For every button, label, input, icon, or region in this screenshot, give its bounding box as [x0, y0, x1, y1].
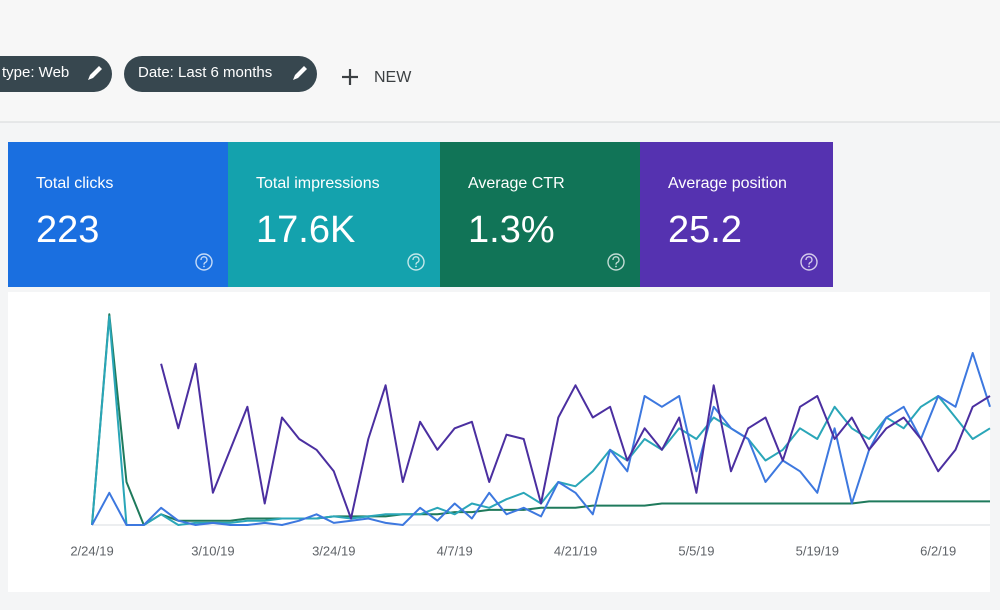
- filter-chip[interactable]: Date: Last 6 months: [124, 56, 317, 92]
- series-line: [160, 362, 991, 520]
- help-icon-glyph: [412, 256, 420, 265]
- x-tick-label: 3/24/19: [312, 543, 355, 558]
- help-icon: [407, 253, 425, 271]
- new-button[interactable]: NEW: [374, 69, 412, 86]
- x-tick-label: 2/24/19: [70, 543, 113, 558]
- x-tick-label: 4/7/19: [437, 543, 473, 558]
- edit-icon: [88, 66, 102, 80]
- card-background: [440, 142, 640, 287]
- card-value: 17.6K: [256, 209, 355, 251]
- help-icon-dot: [415, 265, 417, 268]
- help-icon: [607, 253, 625, 271]
- card-value: 1.3%: [468, 209, 555, 251]
- card-label: Average CTR: [468, 175, 565, 192]
- metric-card[interactable]: Total clicks 223: [8, 142, 228, 287]
- plus-icon: [342, 69, 358, 85]
- chip-label: Date: Last 6 months: [138, 64, 272, 81]
- help-icon-dot: [615, 265, 617, 268]
- help-icon-dot: [808, 265, 810, 268]
- edit-icon: [293, 66, 307, 80]
- chart-panel: [8, 292, 990, 592]
- card-label: Total impressions: [256, 175, 380, 192]
- metric-card[interactable]: Average position 25.2: [640, 142, 833, 287]
- card-label: Total clicks: [36, 175, 113, 192]
- card-background: [8, 142, 228, 287]
- x-tick-label: 4/21/19: [554, 543, 597, 558]
- metric-card[interactable]: Average CTR 1.3%: [440, 142, 640, 287]
- x-tick-label: 6/2/19: [920, 543, 956, 558]
- x-tick-label: 5/5/19: [678, 543, 714, 558]
- help-icon-dot: [203, 265, 205, 268]
- card-background: [228, 142, 440, 287]
- help-icon: [800, 253, 818, 271]
- chip-background: [0, 56, 112, 92]
- help-icon-glyph: [200, 256, 208, 265]
- x-tick-label: 3/10/19: [191, 543, 234, 558]
- x-tick-label: 5/19/19: [796, 543, 839, 558]
- chip-background: [124, 56, 317, 92]
- card-value: 223: [36, 209, 99, 251]
- series-line: [91, 313, 990, 526]
- chip-label: type: Web: [2, 64, 69, 81]
- help-icon: [195, 253, 213, 271]
- metric-card[interactable]: Total impressions 17.6K: [228, 142, 440, 287]
- card-value: 25.2: [668, 209, 742, 251]
- filter-chip[interactable]: type: Web: [0, 56, 112, 92]
- help-icon-glyph: [612, 256, 620, 265]
- help-icon-glyph: [805, 256, 813, 265]
- series-line: [91, 352, 991, 526]
- card-label: Average position: [668, 175, 787, 192]
